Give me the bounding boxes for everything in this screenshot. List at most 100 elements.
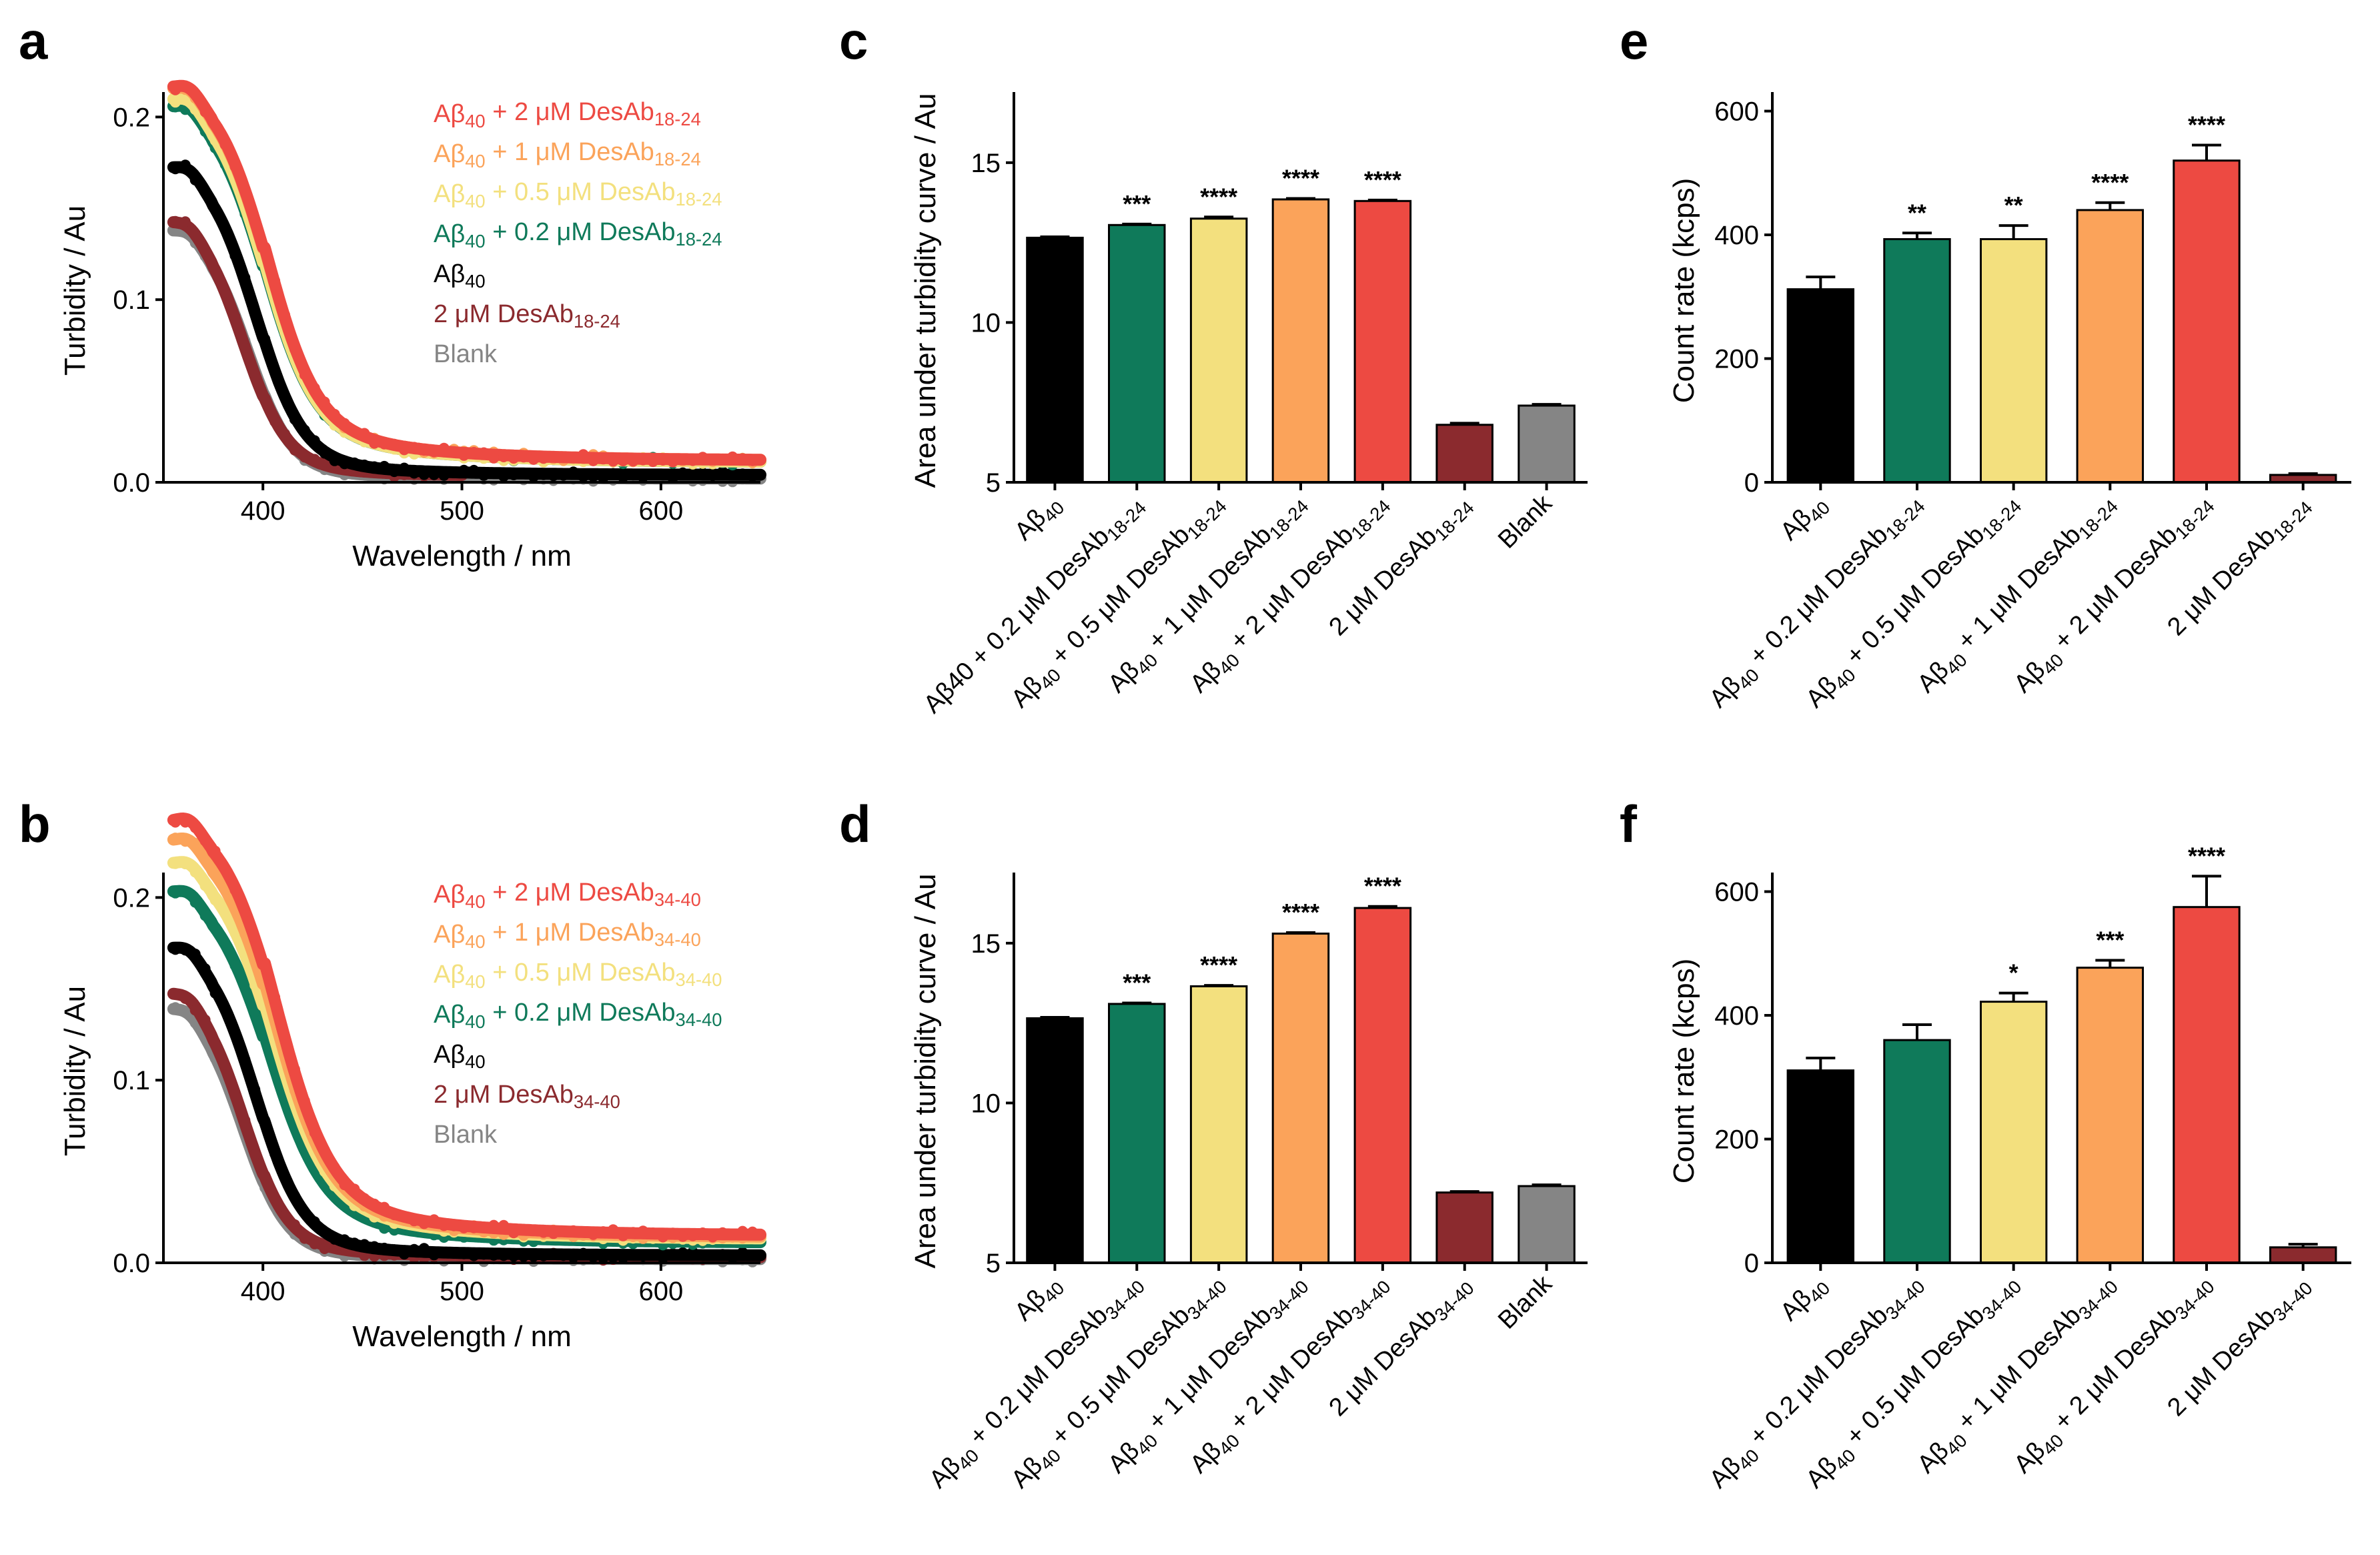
data-point: [518, 468, 529, 479]
data-point: [638, 1225, 648, 1237]
data-point: [588, 1251, 599, 1263]
data-point: [508, 1251, 520, 1262]
data-point: [468, 1250, 480, 1261]
x-tick-label: 500: [440, 1277, 484, 1306]
data-point: [578, 449, 589, 460]
data-point: [528, 1251, 539, 1262]
data-point: [498, 1250, 510, 1261]
x-tick-label: 400: [241, 1277, 285, 1306]
data-point: [399, 462, 410, 474]
x-axis-title: Wavelength / nm: [352, 540, 572, 572]
data-point: [279, 310, 290, 321]
x-axis-title: Wavelength / nm: [352, 1320, 572, 1353]
data-point: [667, 1227, 678, 1239]
data-point: [448, 1247, 460, 1259]
data-point: [448, 466, 460, 478]
data-point: [249, 932, 261, 943]
panel-label-f: f: [1620, 795, 1638, 853]
data-point: [229, 928, 241, 939]
data-point: [249, 1084, 261, 1095]
data-point: [697, 1250, 708, 1261]
data-point: [169, 84, 181, 95]
data-point: [179, 95, 191, 106]
data-point: [379, 438, 390, 450]
legend-entry: Aβ40 + 2 μM DesAb34-40: [434, 879, 701, 912]
data-point: [558, 470, 569, 481]
y-tick-label: 0.2: [113, 103, 150, 132]
data-point: [209, 845, 221, 857]
y-tick-label: 0.2: [113, 883, 150, 913]
data-point: [169, 215, 181, 227]
y-tick-label: 10: [971, 1089, 1001, 1118]
data-point: [249, 1006, 261, 1017]
data-point: [219, 1063, 231, 1074]
data-point: [319, 448, 330, 459]
data-point: [677, 1247, 688, 1258]
series-a-40-2-m-desab34-40: [167, 813, 766, 1243]
y-tick-label: 10: [971, 308, 1001, 338]
data-point: [259, 1115, 271, 1126]
data-point: [418, 1218, 430, 1229]
data-point: [717, 454, 728, 465]
significance-label: ***: [2096, 926, 2124, 953]
data-point: [339, 418, 350, 429]
data-point: [528, 1224, 539, 1235]
data-point: [428, 1249, 440, 1261]
data-point: [309, 454, 320, 465]
data-point: [289, 344, 300, 355]
data-point: [667, 456, 678, 468]
data-point: [488, 1219, 500, 1231]
data-point: [379, 1242, 390, 1253]
data-point: [169, 833, 181, 844]
legend-entry: Blank: [434, 1121, 498, 1149]
bar: [1435, 424, 1494, 484]
x-tick-label: 600: [638, 1277, 683, 1306]
data-point: [628, 1227, 639, 1238]
data-point: [737, 1225, 748, 1237]
panel-b-line-chart: 400 500 600 0.0 0.1 0.2 Wavelength / nm Turbidi…: [59, 813, 766, 1353]
y-axis-title: Count rate (kcps): [1668, 959, 1700, 1183]
data-point: [259, 395, 271, 406]
data-point: [289, 1190, 300, 1201]
data-point: [259, 334, 271, 344]
data-point: [239, 186, 251, 197]
data-point: [389, 466, 400, 478]
data-point: [369, 438, 380, 449]
data-point: [229, 161, 241, 172]
data-point: [249, 1149, 261, 1160]
legend-entry: Aβ40: [434, 1041, 486, 1072]
data-point: [488, 452, 500, 464]
category-label: 2 μM DesAb34-40: [2162, 1270, 2316, 1424]
data-point: [259, 1169, 271, 1181]
data-point: [319, 396, 330, 408]
series-a-40-2-m-desab18-24: [167, 79, 766, 468]
data-point: [189, 897, 201, 908]
data-point: [508, 470, 520, 480]
data-point: [229, 1029, 241, 1040]
bar: [2269, 1246, 2337, 1264]
data-point: [418, 1243, 430, 1254]
series-a-40: [167, 159, 766, 484]
data-point: [548, 1228, 559, 1239]
y-tick-label: 0.1: [113, 1066, 150, 1095]
significance-label: ****: [1282, 165, 1319, 192]
data-point: [189, 838, 201, 849]
y-tick-label: 400: [1714, 221, 1759, 250]
data-point: [727, 468, 738, 479]
data-point: [697, 467, 708, 478]
bar: [2076, 967, 2145, 1264]
data-point: [568, 466, 579, 478]
data-point: [339, 458, 350, 470]
bar: [2076, 209, 2145, 484]
data-point: [598, 454, 609, 465]
data-point: [727, 451, 738, 462]
data-point: [458, 1248, 470, 1259]
data-point: [548, 452, 559, 462]
data-point: [389, 1244, 400, 1255]
data-point: [458, 464, 470, 476]
y-tick-label: 200: [1714, 345, 1759, 374]
data-point: [618, 1230, 629, 1241]
panel-label-b: b: [19, 795, 51, 853]
bar: [1353, 907, 1412, 1264]
